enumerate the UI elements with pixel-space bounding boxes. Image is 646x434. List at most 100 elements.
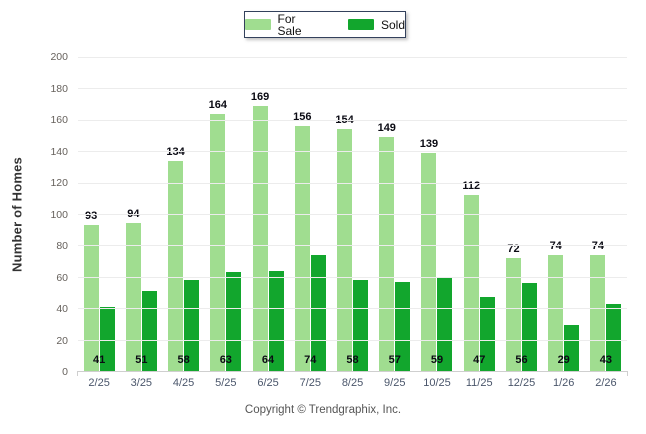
gridline <box>78 88 627 90</box>
bar-for-sale: 154 <box>335 115 354 371</box>
sold-value-label: 74 <box>304 354 317 366</box>
legend: For Sale Sold <box>244 11 406 38</box>
y-axis-tick-label: 120 <box>50 177 68 189</box>
bar-group-12-25: 72 56 <box>500 57 542 371</box>
gridline <box>78 214 627 215</box>
sold-value-label: 56 <box>515 354 528 366</box>
x-axis-tick-label: 10/25 <box>423 377 451 389</box>
bar-for-sale: 93 <box>83 211 99 371</box>
bar-group-10-25: 139 59 <box>416 57 458 371</box>
bar-sold <box>353 279 369 371</box>
x-axis-tick-label: 11/25 <box>465 377 493 389</box>
sold-value-label: 41 <box>92 354 106 366</box>
x-axis-tick-label: 2/26 <box>595 377 617 389</box>
bar-sold <box>564 325 580 371</box>
x-axis-labels: 2/25 3/25 4/25 5/25 6/25 7/25 8/25 9/25 10/25 11/… <box>78 378 627 389</box>
gridline <box>78 182 627 184</box>
gridline <box>78 308 627 310</box>
x-axis-left-tick <box>77 371 78 376</box>
bar-sold <box>521 283 537 371</box>
bar-group-11-25: 112 47 <box>458 57 500 371</box>
bar-sold <box>99 306 115 371</box>
bar-for-sale: 164 <box>209 99 227 371</box>
y-axis-tick-label: 160 <box>50 114 68 126</box>
y-axis-title: Number of Homes <box>9 157 25 272</box>
bar-group-5-25: 164 63 <box>205 57 247 371</box>
legend-label-for-sale: For Sale <box>277 11 302 38</box>
bar-sold <box>437 278 453 371</box>
gridline <box>78 151 627 153</box>
sold-value-label: 58 <box>346 354 359 366</box>
bar-groups: 93 41 94 51 134 58 164 63 169 64 156 74 154 58 149 57 13… <box>78 57 627 371</box>
sold-value-label: 29 <box>557 354 570 366</box>
bar-group-7-25: 156 74 <box>289 57 331 371</box>
y-axis-tick-label: 180 <box>50 82 68 95</box>
x-axis-right-tick <box>627 371 628 376</box>
sold-swatch-icon <box>347 19 374 30</box>
bar-sold <box>184 279 200 371</box>
gridline <box>78 245 627 247</box>
sold-value-label: 51 <box>135 354 148 366</box>
x-axis-tick-label: 6/25 <box>257 377 279 389</box>
y-axis-tick-label: 80 <box>56 240 68 252</box>
sold-value-label: 58 <box>177 354 190 366</box>
bar-sold <box>226 272 242 371</box>
bar-group-2-25: 93 41 <box>78 57 120 371</box>
gridline <box>78 119 627 121</box>
bar-for-sale: 72 <box>505 243 521 371</box>
sold-value-label: 64 <box>261 354 275 366</box>
x-axis-tick-label: 12/25 <box>507 377 536 389</box>
bar-group-6-25: 169 64 <box>247 57 289 371</box>
gridline <box>78 57 627 58</box>
y-axis-tick-label: 20 <box>56 334 68 347</box>
x-axis-tick-label: 2/25 <box>88 377 110 389</box>
legend-item-sold: Sold <box>347 17 405 32</box>
bar-for-sale: 139 <box>420 138 438 371</box>
for-sale-value-label: 169 <box>250 90 270 103</box>
bar-sold <box>268 270 284 371</box>
for-sale-value-label: 112 <box>462 180 481 193</box>
bar-group-9-25: 149 57 <box>374 57 416 371</box>
bar-for-sale: 149 <box>378 123 396 371</box>
bar-for-sale: 112 <box>462 181 480 371</box>
x-axis-tick-label: 4/25 <box>172 377 195 389</box>
gridline <box>78 276 627 278</box>
for-sale-value-label: 72 <box>507 242 520 255</box>
x-axis-tick-label: 1/26 <box>552 377 575 389</box>
for-sale-value-label: 164 <box>208 98 227 111</box>
legend-label-sold: Sold <box>380 17 405 32</box>
bar-for-sale: 156 <box>293 112 311 371</box>
for-sale-value-label: 156 <box>293 111 312 124</box>
bar-sold <box>479 297 495 371</box>
bar-sold <box>606 303 622 371</box>
bar-for-sale: 169 <box>251 91 269 371</box>
x-axis-tick-label: 3/25 <box>130 377 153 389</box>
sold-value-label: 59 <box>430 354 444 366</box>
for-sale-value-label: 149 <box>377 122 396 135</box>
for-sale-value-label: 139 <box>419 137 439 150</box>
y-axis-tick-label: 140 <box>50 145 68 158</box>
sold-value-label: 57 <box>388 354 401 366</box>
legend-item-for-sale: For Sale <box>245 13 322 37</box>
x-axis-tick-label: 8/25 <box>341 377 364 389</box>
bar-sold <box>310 254 326 371</box>
bar-group-8-25: 154 58 <box>331 57 373 371</box>
plot-area: 93 41 94 51 134 58 164 63 169 64 156 74 154 58 149 57 13… <box>77 57 628 376</box>
gridline <box>78 339 627 341</box>
sold-value-label: 47 <box>473 354 486 366</box>
for-sale-swatch-icon <box>245 19 271 30</box>
x-axis-tick-label: 5/25 <box>215 377 237 389</box>
for-sale-value-label: 93 <box>84 210 98 222</box>
copyright-text: Copyright © Trendgraphix, Inc. <box>244 404 402 416</box>
sold-value-label: 43 <box>599 354 613 366</box>
bar-sold <box>395 281 411 371</box>
bar-group-2-26: 74 43 <box>585 57 627 371</box>
y-axis-tick-label: 0 <box>62 366 68 378</box>
y-axis-tick-label: 200 <box>50 51 68 63</box>
y-axis-tick-label: 100 <box>50 208 68 221</box>
x-axis-tick-label: 7/25 <box>299 377 321 389</box>
y-axis-tick-label: 40 <box>56 303 68 315</box>
x-axis-tick-label: 9/25 <box>384 377 406 389</box>
y-axis-tick-label: 60 <box>56 271 68 284</box>
